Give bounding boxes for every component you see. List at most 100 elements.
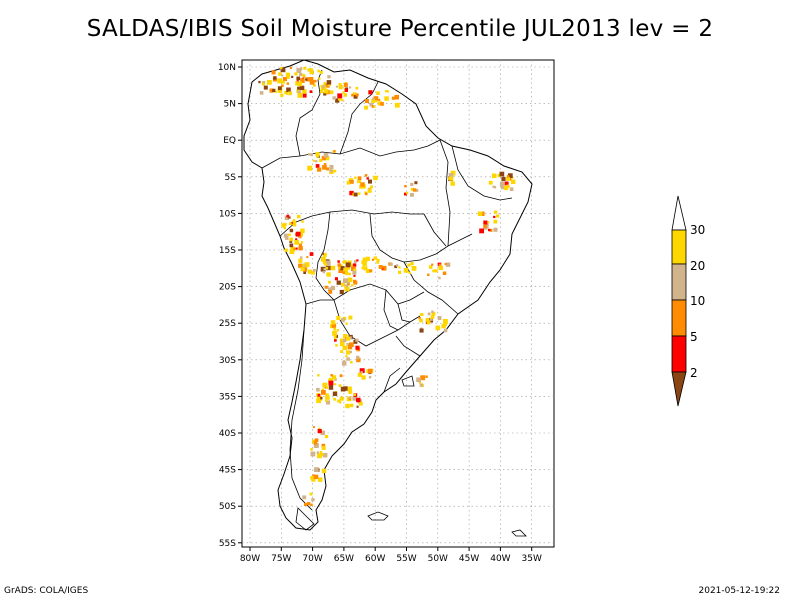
percentile-cell xyxy=(410,187,414,191)
percentile-cell xyxy=(317,477,323,482)
percentile-cell xyxy=(293,247,296,251)
percentile-cell xyxy=(299,73,303,77)
percentile-cell xyxy=(371,105,375,108)
percentile-cell xyxy=(339,374,343,378)
percentile-cell xyxy=(373,106,376,108)
percentile-cell xyxy=(325,399,328,403)
percentile-cell xyxy=(289,240,293,243)
percentile-cell xyxy=(378,265,383,269)
percentile-cell xyxy=(331,323,337,328)
percentile-cell xyxy=(346,180,351,185)
percentile-cell xyxy=(309,492,313,496)
percentile-cell xyxy=(284,215,289,220)
lat-label: 25S xyxy=(219,319,236,329)
percentile-cell xyxy=(353,192,358,197)
percentile-cell xyxy=(329,90,334,95)
lon-label: 35W xyxy=(522,554,542,564)
lon-label: 45W xyxy=(459,554,479,564)
percentile-cell xyxy=(375,100,378,103)
percentile-cell xyxy=(298,263,303,268)
percentile-cell xyxy=(319,450,323,454)
percentile-cell xyxy=(338,97,342,101)
colorbar-bottom-triangle xyxy=(671,371,687,407)
percentile-cell xyxy=(307,502,311,506)
percentile-cell xyxy=(323,92,327,96)
lon-label: 80W xyxy=(240,554,260,564)
percentile-cell xyxy=(443,328,448,333)
percentile-cell xyxy=(325,260,331,266)
percentile-cell xyxy=(310,448,313,451)
percentile-cell xyxy=(347,344,353,350)
percentile-cell xyxy=(355,93,359,97)
percentile-cell xyxy=(283,233,288,238)
percentile-cell xyxy=(300,78,305,83)
lon-label: 70W xyxy=(302,554,322,564)
percentile-cell xyxy=(303,66,307,70)
percentile-cell xyxy=(361,266,365,270)
percentile-cell xyxy=(322,452,328,458)
percentile-cell xyxy=(326,265,331,271)
percentile-cell xyxy=(488,228,491,232)
percentile-cell xyxy=(431,311,436,316)
percentile-cell xyxy=(289,237,293,242)
percentile-cell xyxy=(320,430,326,436)
percentile-cell xyxy=(325,83,330,88)
percentile-cell xyxy=(349,336,352,339)
colorbar-label-10: 10 xyxy=(690,294,705,308)
percentile-cell xyxy=(328,287,332,291)
percentile-cell xyxy=(431,310,434,313)
percentile-cell xyxy=(437,316,442,320)
percentile-cell xyxy=(346,281,351,285)
percentile-cell xyxy=(312,426,315,429)
percentile-cell xyxy=(362,261,367,267)
percentile-cell xyxy=(286,82,289,85)
percentile-cell xyxy=(286,87,291,93)
colorbar-segment-2-5 xyxy=(671,335,687,373)
percentile-cell xyxy=(370,185,373,189)
lon-label: 65W xyxy=(334,554,354,564)
percentile-cell xyxy=(302,89,307,94)
percentile-cell xyxy=(286,214,290,218)
percentile-cell xyxy=(304,502,308,506)
percentile-cell xyxy=(329,164,334,169)
percentile-cell xyxy=(306,77,311,82)
percentile-cell xyxy=(324,89,329,94)
percentile-cell xyxy=(344,345,348,348)
percentile-cell xyxy=(294,72,298,76)
percentile-cell xyxy=(338,268,343,273)
percentile-cell xyxy=(391,96,395,100)
percentile-cell xyxy=(337,260,340,263)
percentile-cell xyxy=(351,266,356,272)
percentile-cell xyxy=(480,211,485,216)
lat-label: 10N xyxy=(218,63,236,73)
percentile-cell xyxy=(289,243,294,248)
percentile-cell xyxy=(384,96,389,101)
percentile-cell xyxy=(295,238,298,241)
lat-label: 20S xyxy=(219,283,236,293)
percentile-cell xyxy=(325,267,329,270)
percentile-cell xyxy=(310,153,313,157)
percentile-cell xyxy=(359,401,363,406)
percentile-cell xyxy=(336,280,341,285)
percentile-cell xyxy=(295,247,298,250)
percentile-cell xyxy=(319,71,323,74)
percentile-cell xyxy=(309,80,315,85)
lon-label: 40W xyxy=(490,554,510,564)
percentile-cell xyxy=(365,192,368,196)
percentile-cell xyxy=(322,270,325,274)
percentile-cell xyxy=(325,386,329,389)
percentile-cell xyxy=(499,171,505,177)
percentile-cell xyxy=(343,386,348,391)
percentile-cell xyxy=(373,175,378,181)
percentile-cell xyxy=(340,266,345,271)
percentile-cell xyxy=(299,85,305,91)
percentile-cell xyxy=(427,273,430,276)
percentile-cell xyxy=(327,75,331,79)
lat-label: 45S xyxy=(219,466,236,476)
percentile-cell xyxy=(411,266,417,271)
lat-label: 5S xyxy=(225,173,237,183)
percentile-cell xyxy=(345,403,350,409)
percentile-cell xyxy=(357,372,362,377)
percentile-cell xyxy=(321,443,326,448)
